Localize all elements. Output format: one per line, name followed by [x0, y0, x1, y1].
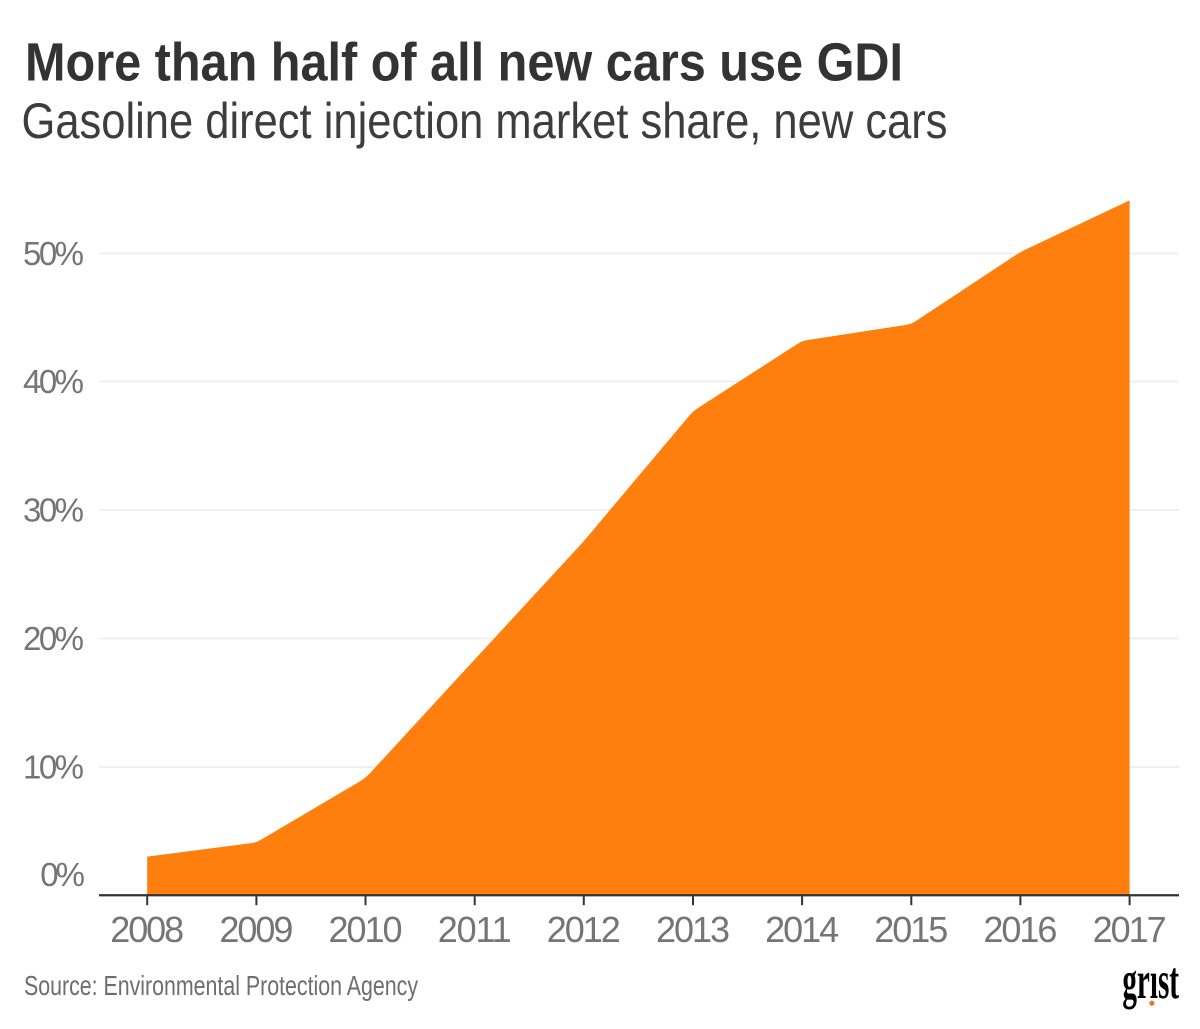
- svg-text:2016: 2016: [983, 909, 1057, 950]
- svg-text:50%: 50%: [23, 235, 84, 272]
- svg-text:Source: Environmental Protecti: Source: Environmental Protection Agency: [24, 970, 418, 1001]
- svg-text:2011: 2011: [438, 909, 512, 950]
- svg-text:30%: 30%: [23, 492, 84, 529]
- svg-text:2012: 2012: [547, 909, 621, 950]
- svg-text:40%: 40%: [23, 363, 84, 400]
- svg-text:20%: 20%: [23, 620, 84, 657]
- svg-text:2009: 2009: [219, 909, 293, 950]
- svg-text:2017: 2017: [1093, 909, 1167, 950]
- svg-text:2010: 2010: [329, 909, 403, 950]
- svg-text:2014: 2014: [765, 909, 839, 950]
- svg-text:0%: 0%: [40, 856, 84, 893]
- svg-text:grıst: grıst: [1122, 952, 1179, 1010]
- svg-text:2013: 2013: [656, 909, 730, 950]
- svg-text:2008: 2008: [110, 909, 184, 950]
- svg-text:More than half of all new cars: More than half of all new cars use GDI: [25, 33, 903, 93]
- svg-text:Gasoline direct injection mark: Gasoline direct injection market share, …: [22, 93, 948, 149]
- svg-text:2015: 2015: [874, 909, 948, 950]
- svg-text:10%: 10%: [23, 749, 84, 786]
